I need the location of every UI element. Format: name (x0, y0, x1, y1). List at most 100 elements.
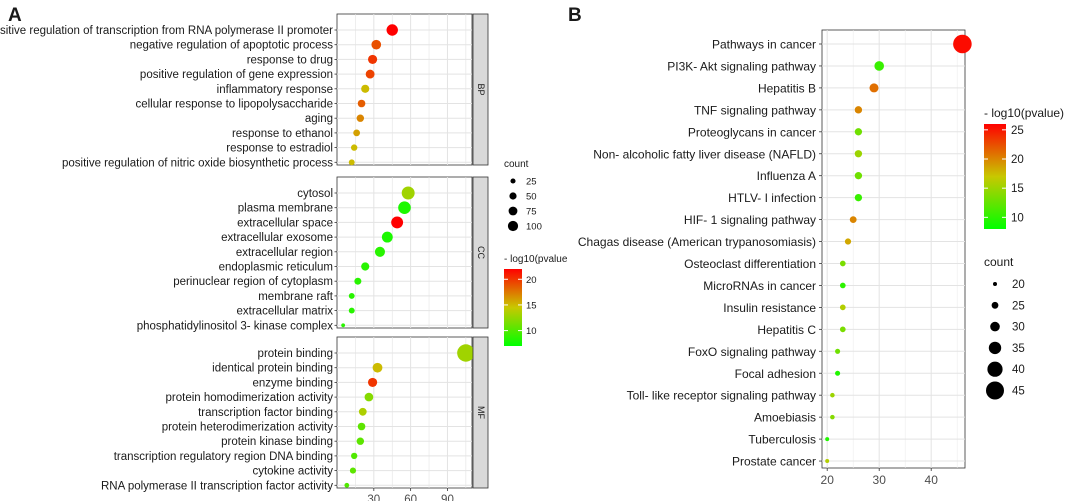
data-point (844, 238, 852, 245)
term-label: extracellular region (236, 247, 333, 259)
term-label: perinuclear region of cytoplasm (173, 276, 333, 288)
data-point (368, 54, 378, 64)
data-point (368, 377, 378, 387)
data-point (874, 61, 884, 71)
facet-strip (472, 13, 489, 166)
data-point (348, 292, 355, 299)
x-tick-label: 60 (404, 494, 417, 501)
term-label: Hepatitis C (757, 323, 816, 337)
term-label: RNA polymerase II transcription factor a… (101, 480, 333, 492)
facet-mf: protein binding identical protein binding… (101, 336, 489, 492)
data-point (358, 407, 367, 416)
term-label: protein kinase binding (221, 436, 333, 448)
term-label: cytokine activity (252, 466, 333, 478)
term-label: positive regulation of nitric oxide bios… (62, 157, 333, 169)
color-legend-label: 25 (1011, 125, 1024, 137)
term-label: Proteoglycans in cancer (688, 125, 816, 139)
color-legend-label: 15 (526, 300, 537, 311)
term-label: membrane raft (258, 291, 334, 303)
size-legend-key (507, 220, 519, 232)
facet-strip (472, 336, 489, 489)
data-point (839, 282, 846, 289)
color-legend-label: 10 (1011, 212, 1024, 224)
facet-strip-label: CC (476, 246, 486, 259)
size-legend-key (510, 178, 516, 184)
term-label: Influenza A (757, 169, 816, 183)
term-label: protein homodimerization activity (166, 392, 334, 404)
term-label: negative regulation of apoptotic process (130, 40, 334, 52)
facet-cc: cytosol plasma membrane extracellular spac… (137, 176, 489, 332)
data-point (839, 326, 846, 333)
term-label: cytosol (297, 188, 333, 200)
term-label: transcription factor binding (198, 407, 333, 419)
size-legend-label: 100 (526, 222, 542, 233)
color-legend-title: - log10(pvalue) (984, 106, 1064, 120)
term-label: Toll- like receptor signaling pathway (627, 389, 816, 403)
facet-strip-label: BP (476, 83, 486, 95)
term-label: extracellular space (237, 217, 333, 229)
term-label: response to drug (247, 54, 333, 66)
data-point (835, 370, 841, 376)
size-legend-key (986, 381, 1004, 400)
color-legend-label: 15 (1011, 183, 1024, 195)
data-point (854, 193, 863, 202)
data-point (381, 231, 393, 243)
data-point (839, 304, 846, 311)
panel-a-color-legend: - log10(pvalue 10 15 20 (504, 254, 568, 346)
color-legend-label: 10 (526, 326, 537, 337)
x-tick-label: 90 (441, 494, 454, 501)
term-label: positive regulation of gene expression (140, 69, 333, 81)
panel-a-size-legend: count 25 50 75 100 (504, 159, 542, 233)
x-tick-label: 30 (367, 494, 380, 501)
data-point (353, 129, 361, 137)
size-legend-label: 30 (1012, 322, 1025, 334)
term-label: HTLV- I infection (728, 191, 816, 205)
data-point (349, 467, 357, 474)
size-legend-title: count (984, 255, 1014, 269)
data-point (351, 144, 358, 151)
term-label: phosphatidylinositol 3- kinase complex (137, 320, 333, 332)
term-label: FoxO signaling pathway (688, 345, 816, 359)
term-label: Prostate cancer (732, 455, 816, 469)
term-label: MicroRNAs in cancer (703, 279, 816, 293)
data-point (361, 262, 370, 271)
term-label: enzyme binding (252, 377, 333, 389)
color-legend-bar (504, 269, 522, 346)
facet-strip (472, 176, 489, 329)
x-tick-label: 40 (925, 473, 939, 487)
data-point (457, 344, 475, 362)
term-label: HIF- 1 signaling pathway (684, 213, 816, 227)
term-label: Hepatitis B (758, 81, 816, 95)
data-point (356, 437, 365, 445)
size-legend-label: 45 (1012, 386, 1025, 398)
panel-b-plot-area (821, 29, 966, 469)
data-point (354, 277, 362, 285)
data-point (344, 482, 350, 488)
x-tick-label: 20 (821, 473, 835, 487)
size-legend-key (991, 301, 999, 309)
term-label: Osteoclast differentiation (684, 257, 816, 271)
size-legend-title: count (504, 159, 529, 170)
panel-b: Pathways in cancer PI3K- Akt signaling pa… (578, 29, 1064, 487)
panel-b-color-legend: - log10(pvalue) 10 15 20 25 (984, 106, 1064, 229)
color-legend-label: 20 (526, 275, 537, 286)
term-label: protein heterodimerization activity (162, 422, 334, 434)
data-point (391, 216, 404, 229)
facet-plot-area (336, 176, 473, 329)
data-point (372, 362, 383, 373)
data-point (361, 84, 370, 93)
term-label: extracellular exosome (221, 232, 333, 244)
term-label: endoplasmic reticulum (219, 262, 333, 274)
term-label: PI3K- Akt signaling pathway (667, 59, 816, 73)
size-legend-key (988, 341, 1002, 355)
term-label: Non- alcoholic fatty liver disease (NAFL… (593, 147, 816, 161)
data-point (386, 24, 398, 36)
data-point (357, 422, 366, 431)
data-point (341, 323, 346, 328)
data-point (849, 216, 857, 224)
data-point (357, 99, 366, 108)
data-point (348, 159, 355, 166)
term-label: inflammatory response (217, 84, 333, 96)
color-legend-bar (984, 124, 1006, 229)
